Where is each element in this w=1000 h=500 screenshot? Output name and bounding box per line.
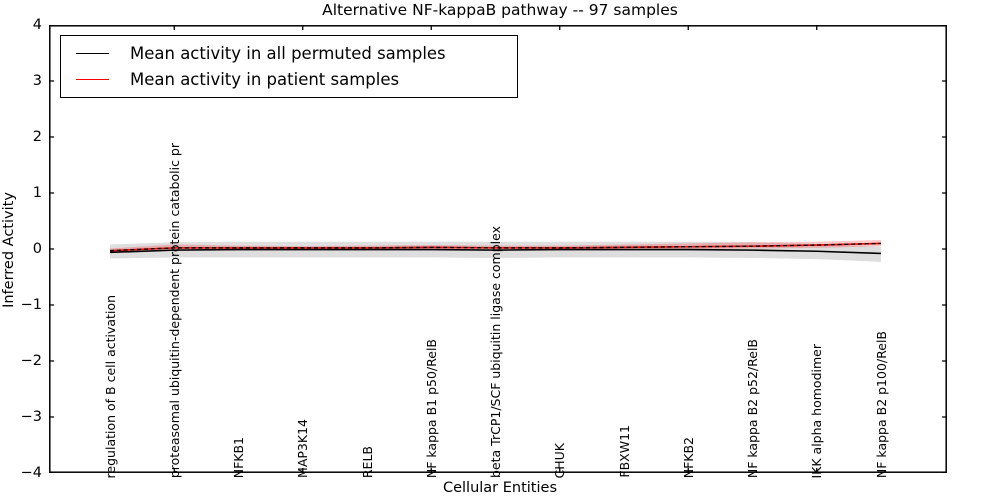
x-category-label: NF kappa B1 p50/RelB [423,338,439,478]
x-category-label: CHUK [552,442,568,478]
x-category-label: NF kappa B2 p52/RelB [745,338,760,478]
axis-ticks [49,25,947,473]
black-line-sample-icon [76,52,109,54]
y-tick-label: −3 [20,409,42,425]
x-category-label: NF kappa B2 p100/RelB [873,330,889,478]
axes-frame [49,25,947,473]
y-tick-label: −4 [20,465,42,481]
y-tick-label: 4 [32,17,42,33]
chart-title: Alternative NF-kappaB pathway -- 97 samp… [322,1,678,19]
x-axis-label: Cellular Entities [442,480,558,496]
x-category-label: NFKB1 [231,436,246,478]
y-tick-label: 0 [32,241,42,257]
y-tick-label: 2 [32,129,42,145]
x-category-label: regulation of B cell activation [102,294,118,478]
y-tick-label: −1 [20,297,42,313]
plot-area [49,25,947,473]
patient-mean-dashed-overlay-line [109,242,882,252]
red-line-sample-icon [76,79,109,81]
x-category-label: NFKB2 [680,436,696,478]
y-tick-label: 1 [32,185,42,201]
x-category-label: FBXW11 [616,425,632,478]
y-tick-label: 3 [32,73,42,89]
x-category-label: IKK alpha homodimer [809,343,825,479]
mean-activity-in-all-permuted-samples-line [109,248,882,255]
legend-label: Mean activity in patient samples [130,70,400,90]
x-category-label: proteasomal ubiquitin-dependent protein … [166,142,182,478]
plot-svg [49,25,947,473]
x-category-label: RELB [359,445,375,478]
legend-entry-patient: Mean activity in patient samples [76,70,517,89]
legend-label: Mean activity in all permuted samples [130,43,446,63]
y-tick-label: −2 [20,353,42,369]
legend-entry-permuted: Mean activity in all permuted samples [76,44,517,63]
x-category-label: beta TrCP1/SCF ubiquitin ligase complex [488,226,503,478]
legend: Mean activity in all permuted samples Me… [60,35,518,98]
x-category-label: MAP3K14 [295,419,311,478]
